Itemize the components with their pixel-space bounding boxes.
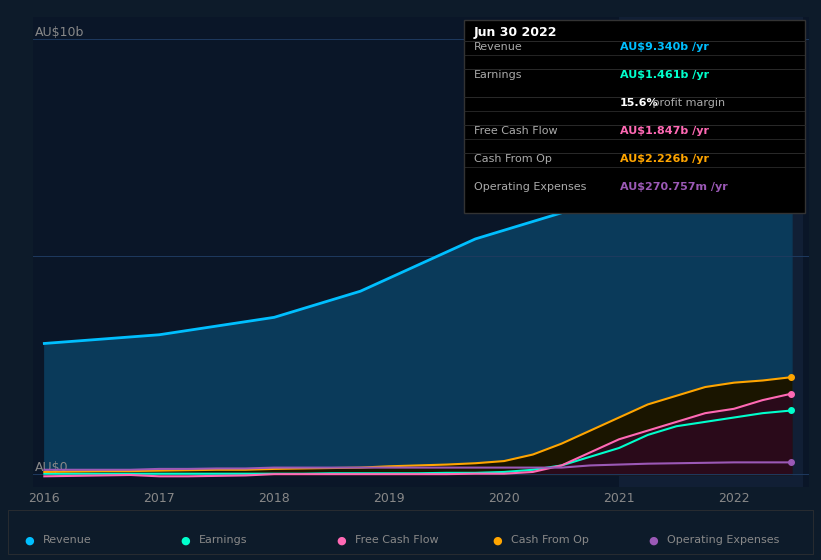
Text: AU$2.226b /yr: AU$2.226b /yr (620, 155, 709, 165)
Text: AU$10b: AU$10b (35, 26, 85, 39)
Text: ●: ● (337, 535, 346, 545)
Text: AU$0: AU$0 (35, 461, 69, 474)
Text: Free Cash Flow: Free Cash Flow (474, 127, 557, 137)
Text: profit margin: profit margin (649, 99, 725, 109)
Text: Jun 30 2022: Jun 30 2022 (474, 26, 557, 39)
Text: Operating Expenses: Operating Expenses (474, 183, 586, 193)
Text: Earnings: Earnings (474, 71, 522, 81)
Text: Revenue: Revenue (474, 43, 522, 53)
Text: 15.6%: 15.6% (620, 99, 658, 109)
Text: AU$1.461b /yr: AU$1.461b /yr (620, 71, 709, 81)
Text: ●: ● (25, 535, 34, 545)
Bar (619, 17, 803, 487)
Text: AU$9.340b /yr: AU$9.340b /yr (620, 43, 709, 53)
Text: ●: ● (181, 535, 190, 545)
Text: Cash From Op: Cash From Op (474, 155, 552, 165)
Text: Free Cash Flow: Free Cash Flow (355, 535, 438, 545)
Text: AU$1.847b /yr: AU$1.847b /yr (620, 127, 709, 137)
Text: Cash From Op: Cash From Op (511, 535, 589, 545)
Text: Operating Expenses: Operating Expenses (667, 535, 779, 545)
Text: Revenue: Revenue (43, 535, 91, 545)
Text: ●: ● (493, 535, 502, 545)
Text: Earnings: Earnings (199, 535, 247, 545)
Text: ●: ● (649, 535, 658, 545)
Text: AU$270.757m /yr: AU$270.757m /yr (620, 183, 727, 193)
